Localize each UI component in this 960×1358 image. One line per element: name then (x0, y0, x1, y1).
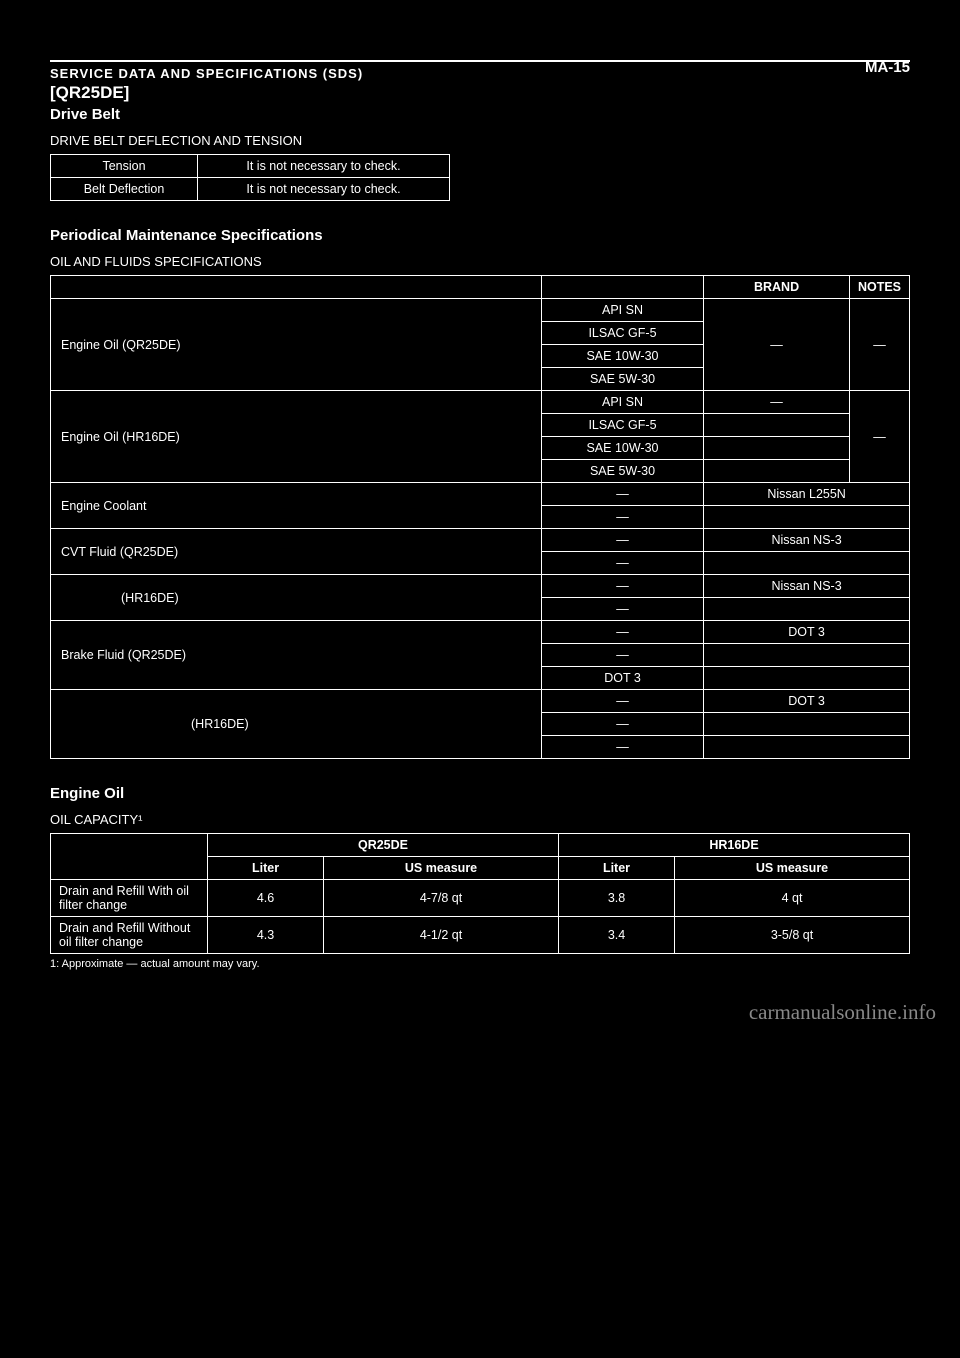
cell: 3.4 (558, 917, 674, 954)
group-label: Engine Coolant (51, 483, 542, 529)
cell-label: Drain and Refill Without oil filter chan… (51, 917, 208, 954)
section-title-drive-belt: Drive Belt (50, 106, 910, 123)
cell: — (541, 644, 703, 667)
table-row: (HR16DE) — Nissan NS-3 (51, 575, 910, 598)
col-qr25de: QR25DE (208, 834, 559, 857)
table-oil-fluids: BRAND NOTES Engine Oil (QR25DE) API SN —… (50, 275, 910, 759)
col-blank (51, 276, 542, 299)
header-title: [QR25DE] (50, 83, 910, 103)
watermark: carmanualsonline.info (0, 990, 960, 1039)
col-us: US measure (324, 857, 559, 880)
group-label: Engine Oil (QR25DE) (51, 299, 542, 391)
cell: Nissan NS-3 (704, 575, 910, 598)
cell: — (541, 713, 703, 736)
section-sub-pms: OIL AND FLUIDS SPECIFICATIONS (50, 254, 910, 269)
col-blank (51, 834, 208, 880)
cell: — (541, 575, 703, 598)
cell-value: It is not necessary to check. (198, 155, 450, 178)
table-drive-belt: Tension It is not necessary to check. Be… (50, 154, 450, 201)
cell: 3.8 (558, 880, 674, 917)
group-label: Brake Fluid (QR25DE) (51, 621, 542, 690)
cell: — (849, 299, 909, 391)
table-oil-capacity: QR25DE HR16DE Liter US measure Liter US … (50, 833, 910, 954)
col-liter: Liter (558, 857, 674, 880)
cell: — (541, 621, 703, 644)
table-row: Brake Fluid (QR25DE) — DOT 3 (51, 621, 910, 644)
cell-label: Tension (51, 155, 198, 178)
cell (704, 552, 910, 575)
cell: DOT 3 (704, 621, 910, 644)
cell-value: It is not necessary to check. (198, 178, 450, 201)
cell (704, 667, 910, 690)
table-header-row: QR25DE HR16DE (51, 834, 910, 857)
cell (704, 414, 850, 437)
cell: — (704, 299, 850, 391)
group-label: (HR16DE) (51, 575, 542, 621)
cell: SAE 5W-30 (541, 460, 703, 483)
table-row: Engine Oil (QR25DE) API SN — — (51, 299, 910, 322)
group-label: Engine Oil (HR16DE) (51, 391, 542, 483)
cell: 4-1/2 qt (324, 917, 559, 954)
cell: API SN (541, 391, 703, 414)
cell-label: Belt Deflection (51, 178, 198, 201)
cell: 4 qt (675, 880, 910, 917)
cell: — (704, 391, 850, 414)
section-title-engine-oil: Engine Oil (50, 785, 910, 802)
cell: — (849, 391, 909, 483)
cell: Nissan L255N (704, 483, 910, 506)
cell: 3-5/8 qt (675, 917, 910, 954)
table-row: Belt Deflection It is not necessary to c… (51, 178, 450, 201)
cell (704, 506, 910, 529)
cell: — (541, 736, 703, 759)
cell: DOT 3 (541, 667, 703, 690)
cell: DOT 3 (704, 690, 910, 713)
cell (704, 736, 910, 759)
table-row: Engine Oil (HR16DE) API SN — — (51, 391, 910, 414)
col-notes: NOTES (849, 276, 909, 299)
cell: — (541, 529, 703, 552)
col-blank2 (541, 276, 703, 299)
cell: — (541, 690, 703, 713)
section-title-pms: Periodical Maintenance Specifications (50, 227, 910, 244)
col-brand: BRAND (704, 276, 850, 299)
col-hr16de: HR16DE (558, 834, 909, 857)
section-sub-engine-oil: OIL CAPACITY¹ (50, 812, 910, 827)
cell: — (541, 483, 703, 506)
cell: 4.6 (208, 880, 324, 917)
cell: 4-7/8 qt (324, 880, 559, 917)
cell: 4.3 (208, 917, 324, 954)
col-liter: Liter (208, 857, 324, 880)
table-row: Drain and Refill With oil filter change … (51, 880, 910, 917)
group-label: (HR16DE) (51, 690, 542, 759)
cell: SAE 5W-30 (541, 368, 703, 391)
cell: — (541, 506, 703, 529)
group-label: CVT Fluid (QR25DE) (51, 529, 542, 575)
cell-label: Drain and Refill With oil filter change (51, 880, 208, 917)
cell: API SN (541, 299, 703, 322)
cell (704, 437, 850, 460)
cell: ILSAC GF-5 (541, 414, 703, 437)
footnote: 1: Approximate — actual amount may vary. (50, 958, 910, 970)
cell: — (541, 598, 703, 621)
section-sub-drive-belt: DRIVE BELT DEFLECTION AND TENSION (50, 133, 910, 148)
table-row: Drain and Refill Without oil filter chan… (51, 917, 910, 954)
cell (704, 713, 910, 736)
cell (704, 460, 850, 483)
cell: — (541, 552, 703, 575)
cell: Nissan NS-3 (704, 529, 910, 552)
table-row: Engine Coolant — Nissan L255N (51, 483, 910, 506)
cell (704, 598, 910, 621)
col-us: US measure (675, 857, 910, 880)
cell: SAE 10W-30 (541, 345, 703, 368)
cell (704, 644, 910, 667)
table-header-row: BRAND NOTES (51, 276, 910, 299)
table-row: CVT Fluid (QR25DE) — Nissan NS-3 (51, 529, 910, 552)
table-row: (HR16DE) — DOT 3 (51, 690, 910, 713)
cell: SAE 10W-30 (541, 437, 703, 460)
cell: ILSAC GF-5 (541, 322, 703, 345)
table-row: Tension It is not necessary to check. (51, 155, 450, 178)
